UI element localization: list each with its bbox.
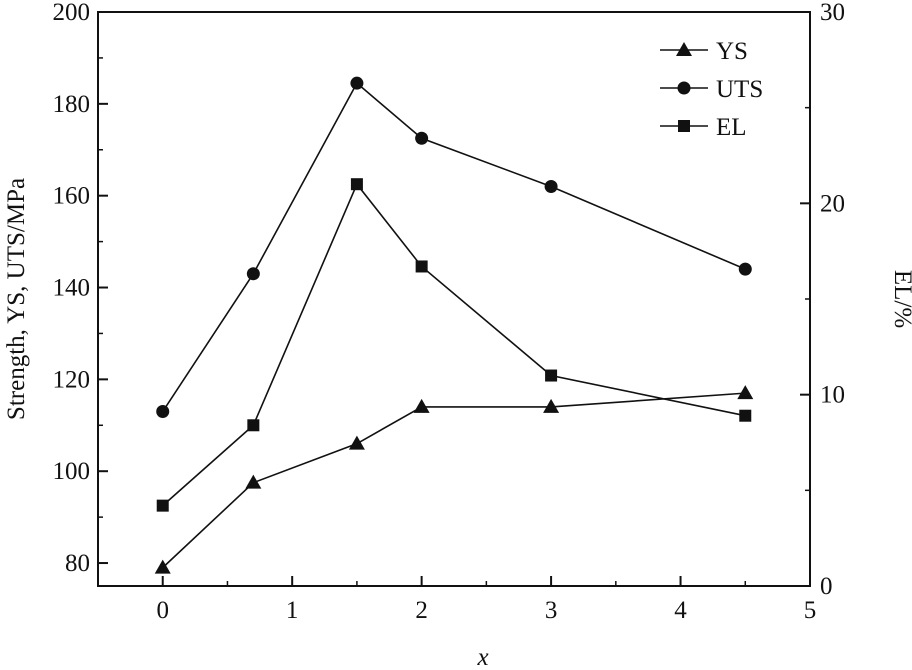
series-el-point — [350, 178, 363, 191]
right-y-tick-label: 30 — [820, 0, 845, 26]
left-y-tick-label: 200 — [53, 0, 91, 26]
series-ys-point — [348, 435, 365, 450]
series-el-point — [247, 419, 260, 432]
x-axis-title: x — [476, 644, 488, 670]
legend-label-el: EL — [716, 114, 747, 141]
series-uts-point — [350, 76, 364, 90]
left-y-tick-label: 160 — [53, 183, 91, 210]
legend-label-uts: UTS — [716, 76, 763, 103]
series-ys-line — [162, 392, 746, 569]
series-uts-line — [162, 81, 746, 412]
left-y-tick-label: 140 — [53, 275, 91, 302]
legend-swatch-marker — [678, 120, 690, 132]
x-tick-label: 3 — [545, 597, 558, 624]
legend-item-el: EL — [660, 114, 747, 141]
series-el-point — [739, 409, 752, 422]
right-y-axis-ticks: 0 10 20 30 — [800, 0, 845, 600]
legend-item-ys: YS — [660, 38, 748, 65]
series-uts-point — [544, 179, 558, 193]
series-ys-point — [154, 559, 171, 574]
series-el-point — [545, 369, 558, 382]
legend: YS UTS EL — [660, 38, 763, 141]
series-uts-point — [415, 131, 429, 145]
plot-frame — [97, 11, 811, 587]
series-el — [156, 178, 752, 512]
series-ys-point — [737, 385, 754, 400]
series-layer — [154, 76, 754, 574]
legend-swatch-marker — [677, 81, 691, 95]
x-tick-label: 1 — [286, 597, 299, 624]
series-uts-point — [738, 262, 752, 276]
x-tick-label: 2 — [415, 597, 428, 624]
right-y-tick-label: 10 — [820, 382, 845, 409]
right-y-tick-label: 20 — [820, 190, 845, 217]
series-el-line — [162, 182, 746, 507]
left-y-tick-label: 80 — [65, 550, 90, 577]
x-tick-label: 5 — [804, 597, 817, 624]
legend-item-uts: UTS — [660, 76, 763, 103]
legend-label-ys: YS — [716, 38, 748, 65]
left-y-axis-title: Strength, YS, UTS/MPa — [3, 178, 30, 420]
x-tick-label: 0 — [156, 597, 169, 624]
right-y-tick-label: 0 — [820, 573, 833, 600]
legend-swatch-marker — [676, 42, 692, 56]
series-el-point — [156, 499, 169, 512]
left-y-axis-ticks: 80 100 120 140 160 180 200 — [53, 0, 108, 577]
left-y-tick-label: 120 — [53, 366, 91, 393]
series-ys-point — [413, 398, 430, 413]
x-tick-label: 4 — [674, 597, 687, 624]
series-ys-point — [543, 398, 560, 413]
series-el-point — [415, 260, 428, 273]
left-y-tick-label: 180 — [53, 91, 91, 118]
series-uts-point — [246, 267, 260, 281]
series-uts-point — [156, 405, 170, 419]
x-axis-ticks: 0 1 2 3 4 5 — [97, 576, 817, 624]
left-y-tick-label: 100 — [53, 458, 91, 485]
right-y-axis-title: EL/% — [889, 270, 912, 328]
series-ys — [154, 385, 754, 574]
series-ys-point — [245, 474, 262, 489]
series-uts — [156, 76, 752, 419]
